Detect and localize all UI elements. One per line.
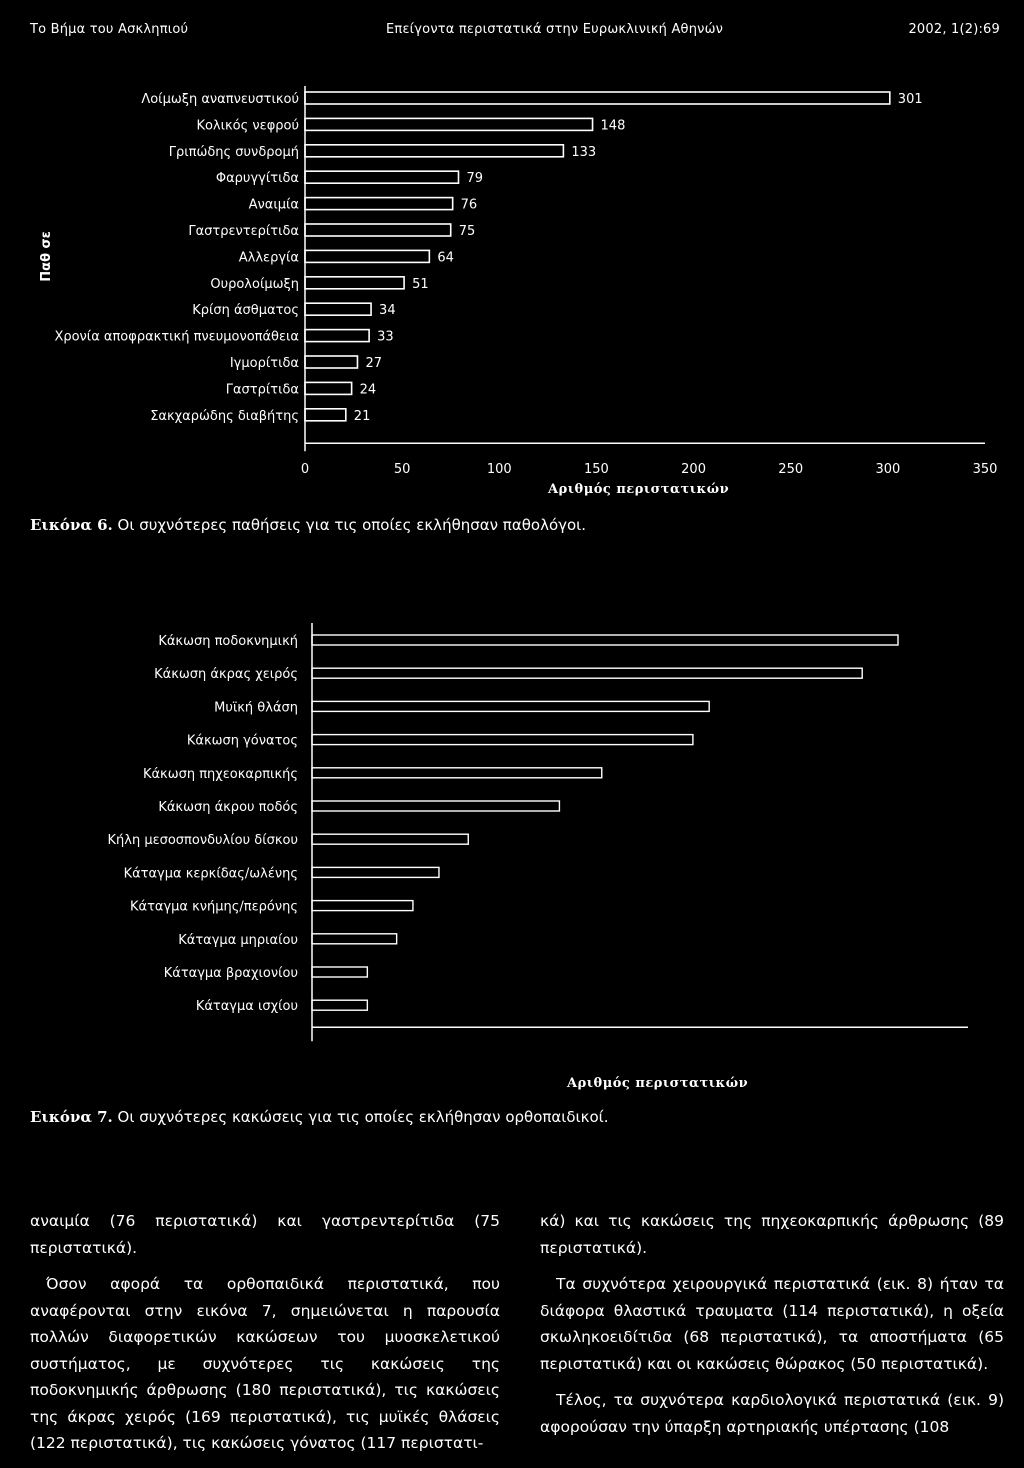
chart-2-category-label: Κάταγμα κερκίδας/ωλένης: [124, 866, 298, 881]
chart-1-bar: [304, 117, 594, 132]
chart-2-bar: [311, 899, 414, 912]
chart-2-bar: [311, 866, 440, 879]
chart-1-data-label: 33: [377, 330, 394, 345]
chart-2-bar: [311, 800, 561, 812]
chart-1-y-axis-title: Παθ σε: [39, 231, 54, 282]
body-right-column: κά) και τις κακώσεις της πηχεοκαρπικής ά…: [540, 1208, 1004, 1450]
chart-1-data-label: 21: [354, 409, 371, 424]
chart-1: Λοίμωξη αναπνευστικού 301 Κολικός νεφρού 14…: [39, 86, 998, 477]
chart-1-bar: [304, 144, 565, 158]
chart-2-category-label: Κάκωση πηχεοκαρπικής: [143, 767, 298, 782]
chart-1-bar: [304, 91, 891, 105]
chart-1-category-label: Αλλεργία: [239, 250, 299, 265]
chart-1-data-label: 79: [466, 171, 483, 186]
left-paragraph-2: Όσον αφορά τα ορθοπαιδικά περιστατικά, π…: [30, 1275, 500, 1452]
chart-1-x-tick-label: 150: [584, 462, 609, 477]
chart-1-bar: [304, 223, 452, 237]
chart-1-category-label: Φαρυγγίτιδα: [216, 171, 299, 186]
chart-2-bar: [311, 999, 369, 1011]
figure-6-caption: Εικόνα 6. Οι συχνότερες παθήσεις για τις…: [30, 516, 586, 534]
chart-2-category-label: Κάταγμα ισχίου: [196, 999, 298, 1014]
figure-6-text: Οι συχνότερες παθήσεις για τις οποίες εκ…: [112, 516, 587, 534]
chart-1-bar: [304, 302, 372, 316]
chart-2-category-label: Κήλη μεσοσπονδυλίου δίσκου: [107, 833, 298, 848]
chart-2-category-label: Κάκωση γόνατος: [187, 734, 298, 749]
chart-2-bar: [311, 634, 899, 646]
chart-2-category-label: Κάταγμα βραχιονίου: [164, 966, 298, 981]
chart-1-category-label: Αναιμία: [249, 198, 299, 213]
chart-2-x-axis-title: Αριθμός περιστατικών: [567, 1076, 749, 1091]
chart-1-x-tick-label: 200: [681, 462, 706, 477]
chart-1-data-label: 64: [437, 250, 454, 265]
figure-7-text: Οι συχνότερες κακώσεις για τις οποίες εκ…: [112, 1108, 609, 1126]
chart-1-category-label: Γριπώδης συνδρομή: [169, 145, 299, 160]
chart-1-category-label: Λοίμωξη αναπνευστικού: [141, 92, 299, 107]
chart-1-bar: [304, 381, 353, 396]
chart-1-x-tick-label: 0: [301, 462, 309, 477]
right-paragraph-3: Τέλος, τα συχνότερα καρδιολογικά περιστα…: [540, 1391, 1004, 1436]
chart-2-bar: [311, 933, 398, 945]
chart-1-data-label: 24: [360, 382, 377, 397]
chart-1-x-tick-label: 350: [973, 462, 998, 477]
chart-1-data-label: 76: [461, 198, 478, 213]
chart-1-category-label: Χρονία αποφρακτική πνευμονοπάθεια: [54, 330, 299, 345]
chart-2-category-label: Κάκωση άκρου ποδός: [158, 800, 298, 815]
chart-1-bar: [304, 276, 405, 290]
chart-1-bar: [304, 170, 460, 184]
chart-1-category-label: Σακχαρώδης διαβήτης: [150, 409, 299, 424]
figure-7-label: Εικόνα 7.: [30, 1108, 113, 1126]
chart-1-x-tick-label: 300: [875, 462, 900, 477]
chart-2-bar: [311, 667, 863, 679]
chart-2-category-label: Κάταγμα μηριαίου: [178, 933, 298, 948]
chart-1-category-label: Γαστρίτιδα: [226, 382, 299, 397]
chart-2-bar: [311, 700, 710, 713]
chart-2-category-label: Κάταγμα κνήμης/περόνης: [130, 900, 298, 915]
chart-2-bar: [311, 767, 603, 779]
body-left-column: αναιμία (76 περιστατικά) και γαστρεντερί…: [30, 1208, 500, 1467]
chart-1-category-label: Κρίση άσθματος: [192, 303, 299, 318]
figure-6-label: Εικόνα 6.: [30, 516, 113, 534]
chart-1-category-label: Κολικός νεφρού: [196, 118, 299, 133]
chart-1-x-tick-label: 250: [778, 462, 803, 477]
chart-1-bar: [304, 196, 454, 211]
header-article-title: Επείγοντα περιστατικά στην Ευρωκλινική Α…: [386, 22, 724, 37]
chart-1-data-label: 75: [459, 224, 476, 239]
chart-1-x-tick-label: 50: [394, 462, 411, 477]
chart-2-category-label: Κάκωση ποδοκνημική: [158, 634, 298, 649]
chart-2-category-label: Κάκωση άκρας χειρός: [154, 667, 298, 682]
chart-2-bar: [311, 966, 369, 978]
chart-1-data-label: 27: [365, 356, 382, 371]
chart-1-data-label: 148: [601, 118, 626, 133]
chart-1-data-label: 51: [412, 277, 429, 292]
chart-1-category-label: Γαστρεντερίτιδα: [188, 224, 299, 239]
header-issue: 2002, 1(2):69: [908, 22, 1000, 37]
right-paragraph-1: κά) και τις κακώσεις της πηχεοκαρπικής ά…: [540, 1212, 1004, 1257]
right-paragraph-2: Τα συχνότερα χειρουργικά περιστατικά (ει…: [540, 1275, 1004, 1373]
figure-7-caption: Εικόνα 7. Οι συχνότερες κακώσεις για τις…: [30, 1108, 608, 1126]
chart-1-x-axis-title: Αριθμός περιστατικών: [548, 482, 730, 497]
chart-1-bar: [304, 355, 359, 369]
chart-1-category-label: Ιγμορίτιδα: [230, 356, 299, 371]
chart-2-bar: [311, 733, 694, 746]
chart-1-x-tick-label: 100: [487, 462, 512, 477]
chart-2-bar: [311, 833, 469, 845]
chart-2: Κάκωση ποδοκνημική Κάκωση άκρας χειρός Μυϊ…: [107, 623, 968, 1042]
chart-1-data-label: 34: [379, 303, 396, 318]
chart-1-bar: [304, 249, 431, 264]
chart-1-data-label: 301: [898, 92, 923, 107]
chart-2-category-label: Μυϊκή θλάση: [214, 700, 298, 715]
left-paragraph-1: αναιμία (76 περιστατικά) και γαστρεντερί…: [30, 1212, 500, 1257]
chart-1-data-label: 133: [571, 145, 596, 160]
chart-1-category-label: Ουρολοίμωξη: [210, 277, 299, 292]
chart-1-bar: [304, 328, 370, 343]
header-journal: Το Βήμα του Ασκληπιού: [30, 22, 189, 37]
chart-1-bar: [304, 407, 347, 422]
